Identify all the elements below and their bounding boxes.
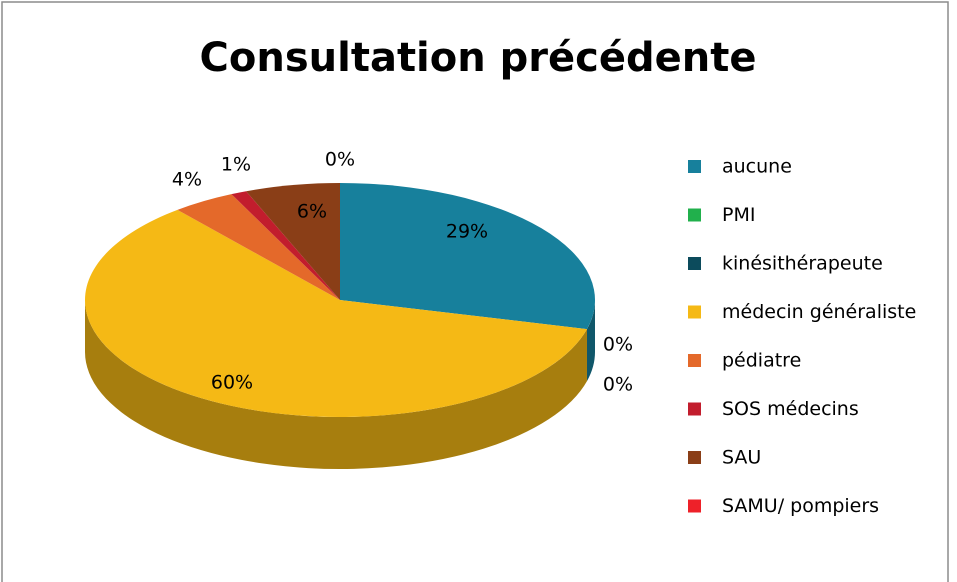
- data-label: 4%: [172, 169, 202, 191]
- pie-walls: [84, 300, 595, 470]
- legend-label: médecin généraliste: [722, 301, 916, 323]
- legend-label: SAU: [722, 447, 761, 469]
- legend-label: pédiatre: [722, 350, 801, 372]
- legend-label: SAMU/ pompiers: [722, 495, 879, 517]
- legend-swatch: [688, 354, 701, 367]
- data-label: 6%: [297, 201, 327, 223]
- pie-tops: [85, 183, 595, 417]
- pie-slice: [246, 183, 340, 300]
- legend-swatch: [688, 451, 701, 464]
- legend-label: PMI: [722, 204, 755, 226]
- data-label: 1%: [221, 154, 251, 176]
- data-label: 0%: [325, 149, 355, 171]
- pie-slice: [85, 209, 587, 417]
- legend-label: kinésithérapeute: [722, 253, 883, 275]
- legend-swatch: [688, 208, 701, 222]
- pie-slice: [231, 191, 340, 300]
- data-label: 0%: [603, 374, 633, 396]
- legend-swatch: [688, 160, 701, 173]
- chart-title: Consultation précédente: [200, 35, 757, 81]
- legend-label: aucune: [722, 156, 792, 178]
- legend-swatch: [688, 499, 701, 513]
- data-label: 60%: [211, 372, 253, 394]
- legend-label: SOS médecins: [722, 398, 859, 420]
- data-label: 0%: [603, 334, 633, 356]
- data-label: 29%: [446, 221, 488, 243]
- legend-swatch: [688, 257, 701, 270]
- pie-slice: [177, 194, 340, 300]
- legend-swatch: [688, 402, 701, 416]
- pie-slice-side: [84, 300, 587, 470]
- legend-swatch: [688, 305, 701, 319]
- pie-slice: [340, 183, 595, 330]
- pie-slice-side: [586, 300, 595, 382]
